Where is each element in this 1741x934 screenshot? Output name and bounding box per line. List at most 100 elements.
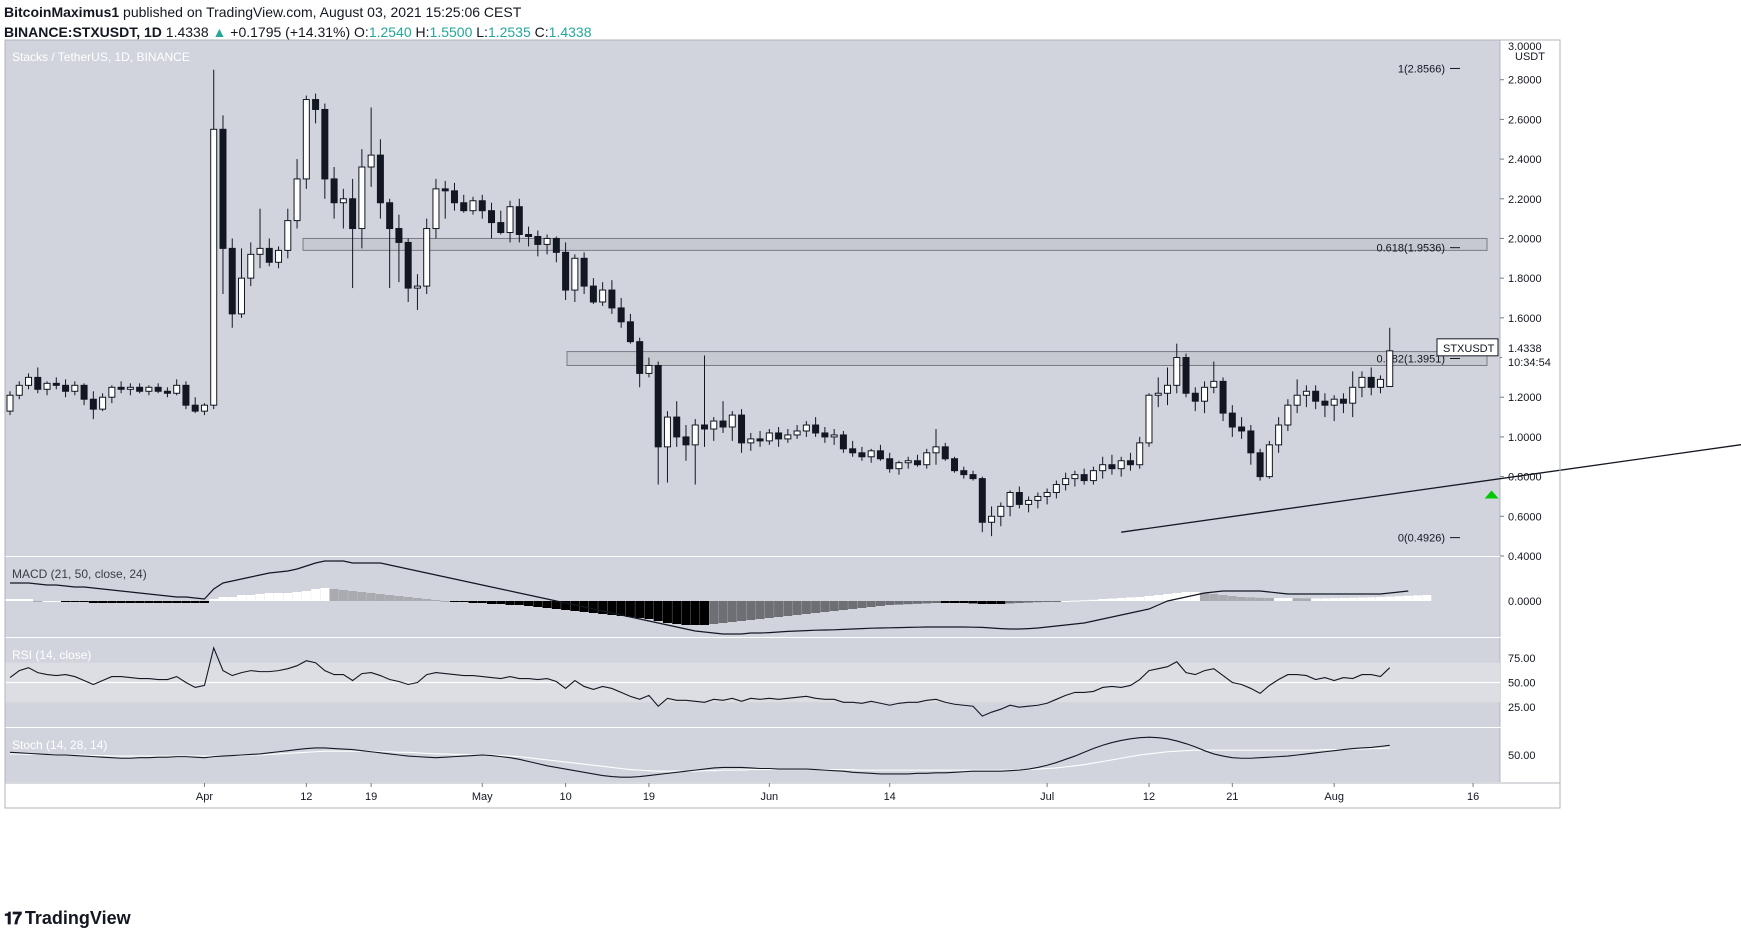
candle — [645, 357, 653, 378]
tradingview-wordmark: TradingView — [24, 908, 131, 928]
time-tick-label: 14 — [884, 791, 896, 803]
macd-pane-title: MACD (21, 50, close, 24) — [12, 567, 147, 581]
macd-histogram-bar — [1366, 597, 1376, 601]
macd-histogram-bar — [468, 601, 478, 603]
candle — [145, 385, 153, 396]
candle — [1164, 367, 1171, 406]
candle — [784, 428, 792, 443]
candle — [608, 280, 616, 314]
candle — [1006, 490, 1014, 517]
candle — [571, 254, 579, 302]
candle-body — [321, 108, 329, 180]
candle — [997, 502, 1005, 527]
macd-histogram-bar — [801, 601, 811, 614]
macd-histogram-bar — [1264, 598, 1274, 601]
candle — [1339, 393, 1347, 414]
candle — [552, 236, 560, 263]
candle — [775, 427, 783, 447]
candle-body — [330, 178, 338, 204]
candle-body — [969, 474, 977, 480]
low-label: L: — [476, 24, 488, 40]
macd-histogram-bar — [274, 593, 284, 601]
macd-histogram-bar — [1153, 595, 1163, 601]
rsi-tick-label: 75.00 — [1508, 653, 1536, 665]
candle — [1376, 375, 1384, 394]
candle-body — [710, 420, 718, 430]
candle-body — [932, 446, 940, 454]
macd-histogram-bar — [1033, 601, 1043, 603]
macd-histogram-bar — [477, 601, 487, 603]
stoch-k-line — [9, 736, 1390, 778]
macd-histogram-bar — [866, 601, 876, 607]
candle — [793, 425, 801, 439]
candle-body — [80, 384, 88, 400]
macd-histogram-bar — [440, 601, 450, 602]
candle-body — [367, 154, 375, 168]
macd-histogram-bar — [366, 593, 376, 601]
macd-histogram-bar — [1098, 599, 1108, 601]
candle — [812, 417, 820, 437]
candle — [663, 411, 671, 483]
fib-level-label: 0.382(1.3951) — [1377, 354, 1446, 366]
candle — [802, 421, 810, 437]
macd-histogram-bar — [996, 601, 1006, 604]
macd-histogram-bar — [588, 601, 598, 613]
candle-body — [1182, 357, 1190, 394]
macd-histogram-bar — [5, 599, 15, 601]
candle-body — [784, 434, 792, 440]
candle-body — [904, 460, 912, 464]
candle-body — [1145, 394, 1153, 444]
candle — [312, 93, 320, 124]
macd-histogram-bar — [1218, 595, 1228, 601]
candle — [839, 430, 847, 453]
candle — [525, 226, 533, 247]
candle-body — [25, 376, 33, 386]
macd-histogram-bar — [1088, 599, 1098, 601]
candle — [562, 242, 570, 300]
candle-body — [1080, 474, 1088, 482]
macd-histogram-bar — [209, 599, 219, 601]
macd-histogram-bar — [487, 601, 497, 604]
candle — [1386, 327, 1394, 388]
candle — [821, 427, 829, 443]
candle-body — [534, 235, 542, 245]
high-value: 1.5500 — [429, 24, 473, 40]
pane-stoch — [5, 728, 1500, 782]
candle — [6, 391, 14, 416]
stoch-pane-title: Stoch (14, 28, 14) — [12, 738, 107, 752]
candle — [15, 381, 23, 400]
macd-histogram-bar — [61, 601, 71, 602]
candle — [1312, 385, 1320, 410]
candle-body — [173, 384, 181, 394]
time-tick-label: Jul — [1040, 791, 1054, 803]
candle — [951, 456, 959, 473]
macd-histogram-bar — [431, 600, 441, 601]
author-name[interactable]: BitcoinMaximus1 — [4, 4, 120, 20]
candle-body — [821, 432, 829, 438]
candle-body — [1006, 491, 1014, 507]
tradingview-logo[interactable]: 𝟏𝟕 TradingView — [4, 908, 131, 929]
macd-histogram-bar — [940, 601, 950, 603]
candle-body — [1321, 400, 1329, 406]
candle-body — [1265, 444, 1273, 478]
macd-histogram-bar — [311, 589, 321, 601]
candle — [589, 278, 597, 304]
macd-histogram-bar — [950, 601, 960, 603]
macd-tick-label: 0.0000 — [1508, 596, 1542, 608]
macd-histogram-bar — [246, 595, 256, 601]
candle-body — [182, 384, 190, 406]
macd-histogram-bar — [848, 601, 858, 609]
candle — [1321, 393, 1329, 418]
candle — [99, 393, 107, 412]
candle-body — [562, 251, 570, 291]
macd-histogram-bar — [1413, 595, 1423, 601]
candle — [395, 214, 403, 283]
candle-body — [238, 277, 245, 315]
candle — [1367, 367, 1375, 396]
candle — [1265, 440, 1273, 479]
pane-main — [5, 40, 1500, 556]
candle — [886, 452, 894, 473]
candle-body — [1256, 452, 1264, 478]
candle — [515, 198, 523, 243]
